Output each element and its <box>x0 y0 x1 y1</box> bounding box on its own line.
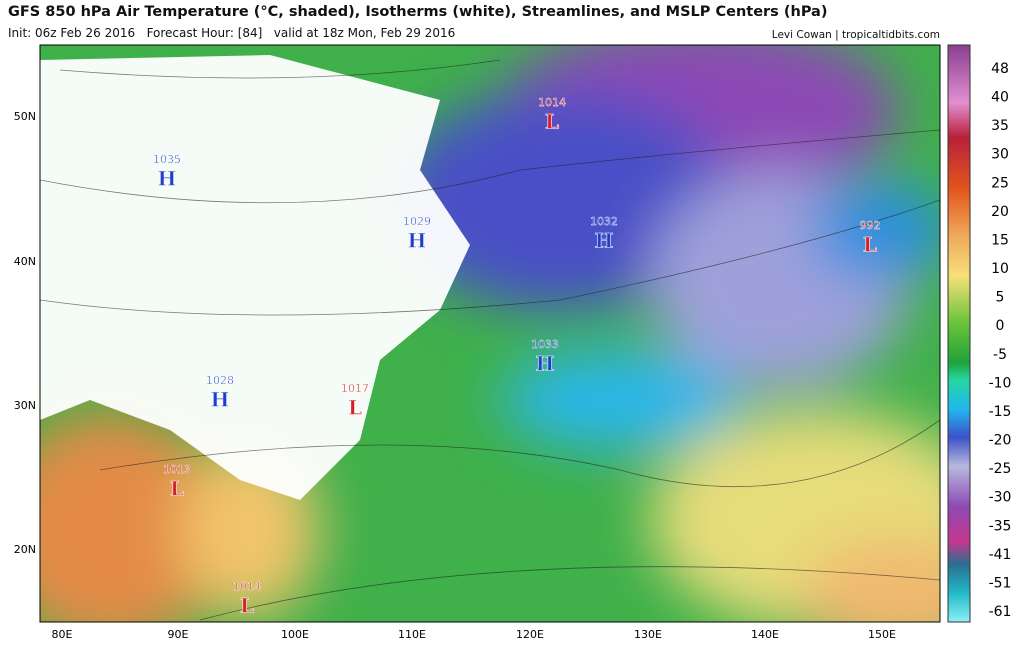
pressure-value: 1035 <box>153 153 181 166</box>
pressure-center: H <box>536 352 555 376</box>
colorbar-label: 30 <box>991 147 1009 163</box>
colorbar <box>947 44 971 623</box>
pressure-value: 1017 <box>341 382 369 395</box>
colorbar-label: -35 <box>989 518 1012 534</box>
colorbar-label: 35 <box>991 118 1009 134</box>
pressure-center: H <box>211 388 230 412</box>
pressure-center: H <box>408 229 427 253</box>
lon-label: 120E <box>516 628 544 641</box>
pressure-center: L <box>240 594 254 618</box>
lon-label: 130E <box>634 628 662 641</box>
colorbar-label: -10 <box>989 375 1012 391</box>
colorbar-label: 25 <box>991 175 1009 191</box>
pressure-value: 1029 <box>403 215 431 228</box>
lon-label: 80E <box>52 628 73 641</box>
lat-label: 40N <box>14 255 36 268</box>
lat-label: 30N <box>14 399 36 412</box>
colorbar-label: -15 <box>989 404 1012 420</box>
colorbar-label: 10 <box>991 261 1009 277</box>
pressure-center: L <box>863 233 877 257</box>
colorbar-label: -61 <box>989 604 1012 620</box>
pressure-center: H <box>158 167 177 191</box>
colorbar-label: -41 <box>989 547 1012 563</box>
pressure-value: 992 <box>860 219 881 232</box>
colorbar-label: 5 <box>996 290 1005 306</box>
pressure-center: L <box>170 477 184 501</box>
colorbar-label: -5 <box>993 347 1007 363</box>
pressure-value: 1014 <box>538 96 566 109</box>
pressure-value: 1033 <box>531 338 559 351</box>
subtitle: Init: 06z Feb 26 2016 Forecast Hour: [84… <box>8 26 455 40</box>
credit: Levi Cowan | tropicaltidbits.com <box>771 29 940 41</box>
pressure-center: L <box>545 110 559 134</box>
lat-label: 20N <box>14 543 36 556</box>
lon-label: 100E <box>281 628 309 641</box>
lon-label: 90E <box>168 628 189 641</box>
init: Init: 06z Feb 26 2016 <box>8 26 136 40</box>
colorbar-label: 20 <box>991 204 1009 220</box>
lon-label: 150E <box>868 628 896 641</box>
temperature-field <box>40 45 940 622</box>
colorbar-label: 48 <box>991 61 1009 77</box>
valid-time: valid at 18z Mon, Feb 29 2016 <box>273 26 456 40</box>
forecast-hour: Forecast Hour: [84] <box>146 26 263 40</box>
pressure-value: 1014 <box>233 580 261 593</box>
lon-label: 140E <box>751 628 779 641</box>
colorbar-label: 0 <box>996 318 1005 334</box>
colorbar-label: 15 <box>991 232 1009 248</box>
pressure-value: 1028 <box>206 374 234 387</box>
colorbar-label: -51 <box>989 575 1012 591</box>
title: GFS 850 hPa Air Temperature (°C, shaded)… <box>8 4 828 20</box>
pressure-value: 1013 <box>163 463 191 476</box>
colorbar-label: 40 <box>991 90 1009 106</box>
colorbar-label: -30 <box>989 490 1012 506</box>
pressure-value: 1032 <box>590 215 618 228</box>
colorbar-label: -25 <box>989 461 1012 477</box>
lon-label: 110E <box>398 628 426 641</box>
pressure-center: L <box>348 396 362 420</box>
colorbar-label: -20 <box>989 433 1012 449</box>
pressure-center: H <box>595 229 614 253</box>
lat-label: 50N <box>14 110 36 123</box>
